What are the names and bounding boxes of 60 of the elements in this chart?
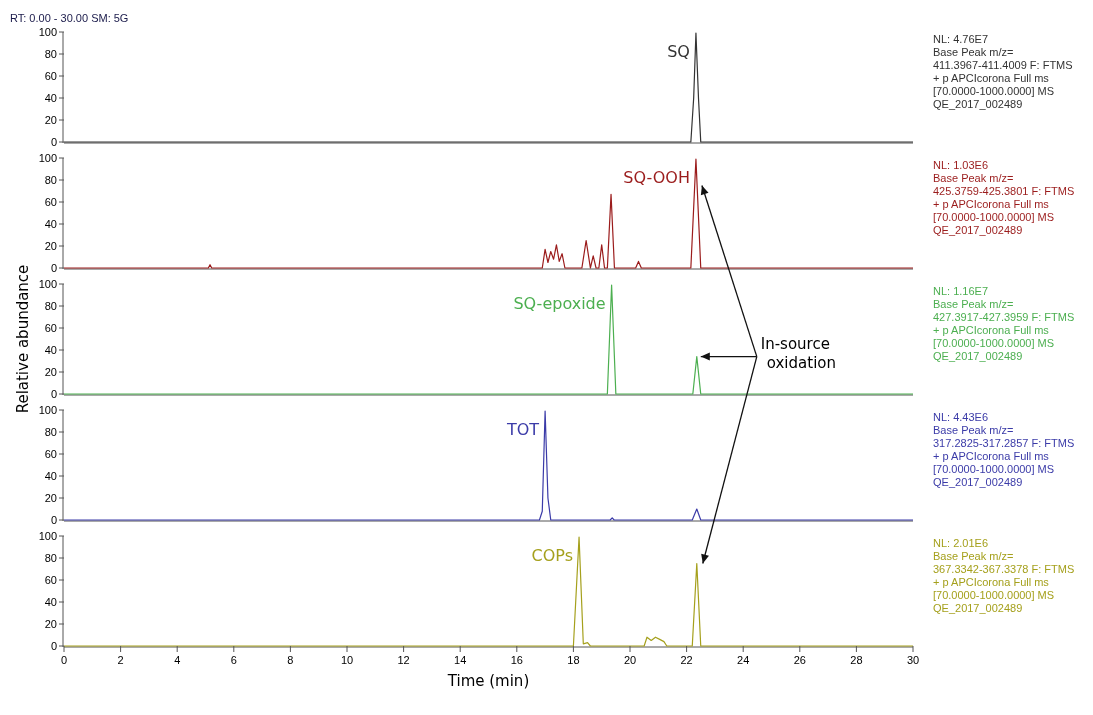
y-tick-label: 0 (50, 135, 57, 148)
x-tick-label: 10 (340, 654, 354, 666)
y-tick-label: 40 (44, 343, 57, 356)
y-tick-label: 40 (44, 595, 57, 608)
y-tick-label: 0 (50, 639, 57, 652)
y-tick-label: 20 (44, 239, 57, 252)
x-tick-label: 6 (230, 654, 237, 666)
y-tick-label: 80 (44, 425, 57, 438)
x-tick-label: 4 (174, 654, 181, 666)
text: NL: 2.01E6 Base Peak m/z= 367.3342-367.3378 F: FTMS + p APCIcorona Full ms [70.0000-1000.0000] MS QE_2017_002489 (933, 536, 1075, 614)
y-tick-label: 20 (44, 491, 57, 504)
y-tick-label: 20 (44, 617, 57, 630)
y-tick-label: 100 (38, 151, 57, 164)
y-tick-label: 60 (44, 447, 57, 460)
x-tick-label: 18 (567, 654, 580, 666)
annotation: In-source oxidation (760, 334, 837, 372)
y-tick-label: 40 (44, 469, 57, 482)
y-axis-title: Relative abundance (14, 264, 32, 414)
y-tick-label: 60 (44, 195, 57, 208)
x-tick-label: 0 (60, 654, 68, 666)
x-tick-label: 26 (793, 654, 806, 666)
y-tick-label: 100 (38, 403, 57, 416)
y-tick-label: 100 (38, 25, 57, 38)
x-tick-label: 28 (850, 654, 863, 666)
x-tick-label: 22 (680, 654, 693, 666)
x-tick-label: 20 (623, 654, 637, 666)
y-tick-label: 100 (38, 529, 57, 542)
y-tick-label: 100 (38, 277, 57, 290)
series-label: TOT (505, 420, 540, 440)
y-tick-label: 0 (50, 387, 57, 400)
x-tick-label: 30 (906, 654, 920, 666)
y-tick-label: 80 (44, 47, 57, 60)
text: NL: 1.03E6 Base Peak m/z= 425.3759-425.3801 F: FTMS + p APCIcorona Full ms [70.0000-1000.0000] MS QE_2017_002489 (933, 158, 1075, 236)
x-tick-label: 12 (397, 654, 410, 666)
series-label: COPs (531, 546, 574, 566)
series-label: SQ-OOH (623, 168, 690, 188)
y-tick-label: 60 (44, 69, 57, 82)
y-tick-label: 80 (44, 173, 57, 186)
x-axis-title: Time (min) (446, 672, 530, 690)
y-tick-label: 80 (44, 551, 57, 564)
y-tick-label: 0 (50, 261, 57, 274)
x-tick-label: 24 (737, 654, 750, 666)
y-tick-label: 60 (44, 573, 57, 586)
x-tick-label: 8 (287, 654, 294, 666)
x-tick-label: 14 (454, 654, 467, 666)
x-tick-label: 16 (510, 654, 523, 666)
y-tick-label: 40 (44, 217, 57, 230)
y-tick-label: 20 (44, 365, 57, 378)
text: NL: 1.16E7 Base Peak m/z= 427.3917-427.3959 F: FTMS + p APCIcorona Full ms [70.0000-1000.0000] MS QE_2017_002489 (933, 284, 1075, 362)
y-tick-label: 40 (44, 91, 57, 104)
text: NL: 4.76E7 Base Peak m/z= 411.3967-411.4009 F: FTMS + p APCIcorona Full ms [70.0000-1000.0000] MS QE_2017_002489 (933, 32, 1073, 110)
y-tick-label: 60 (44, 321, 57, 334)
y-tick-label: 0 (50, 513, 57, 526)
x-tick-label: 2 (117, 654, 124, 666)
series-label: SQ (667, 42, 690, 62)
text: NL: 4.43E6 Base Peak m/z= 317.2825-317.2857 F: FTMS + p APCIcorona Full ms [70.0000-1000.0000] MS QE_2017_002489 (933, 410, 1075, 488)
series-label: SQ-epoxide (513, 294, 606, 314)
y-tick-label: 20 (44, 113, 57, 126)
y-tick-label: 80 (44, 299, 57, 312)
text: RT: 0.00 - 30.00 SM: 5G (10, 12, 129, 24)
